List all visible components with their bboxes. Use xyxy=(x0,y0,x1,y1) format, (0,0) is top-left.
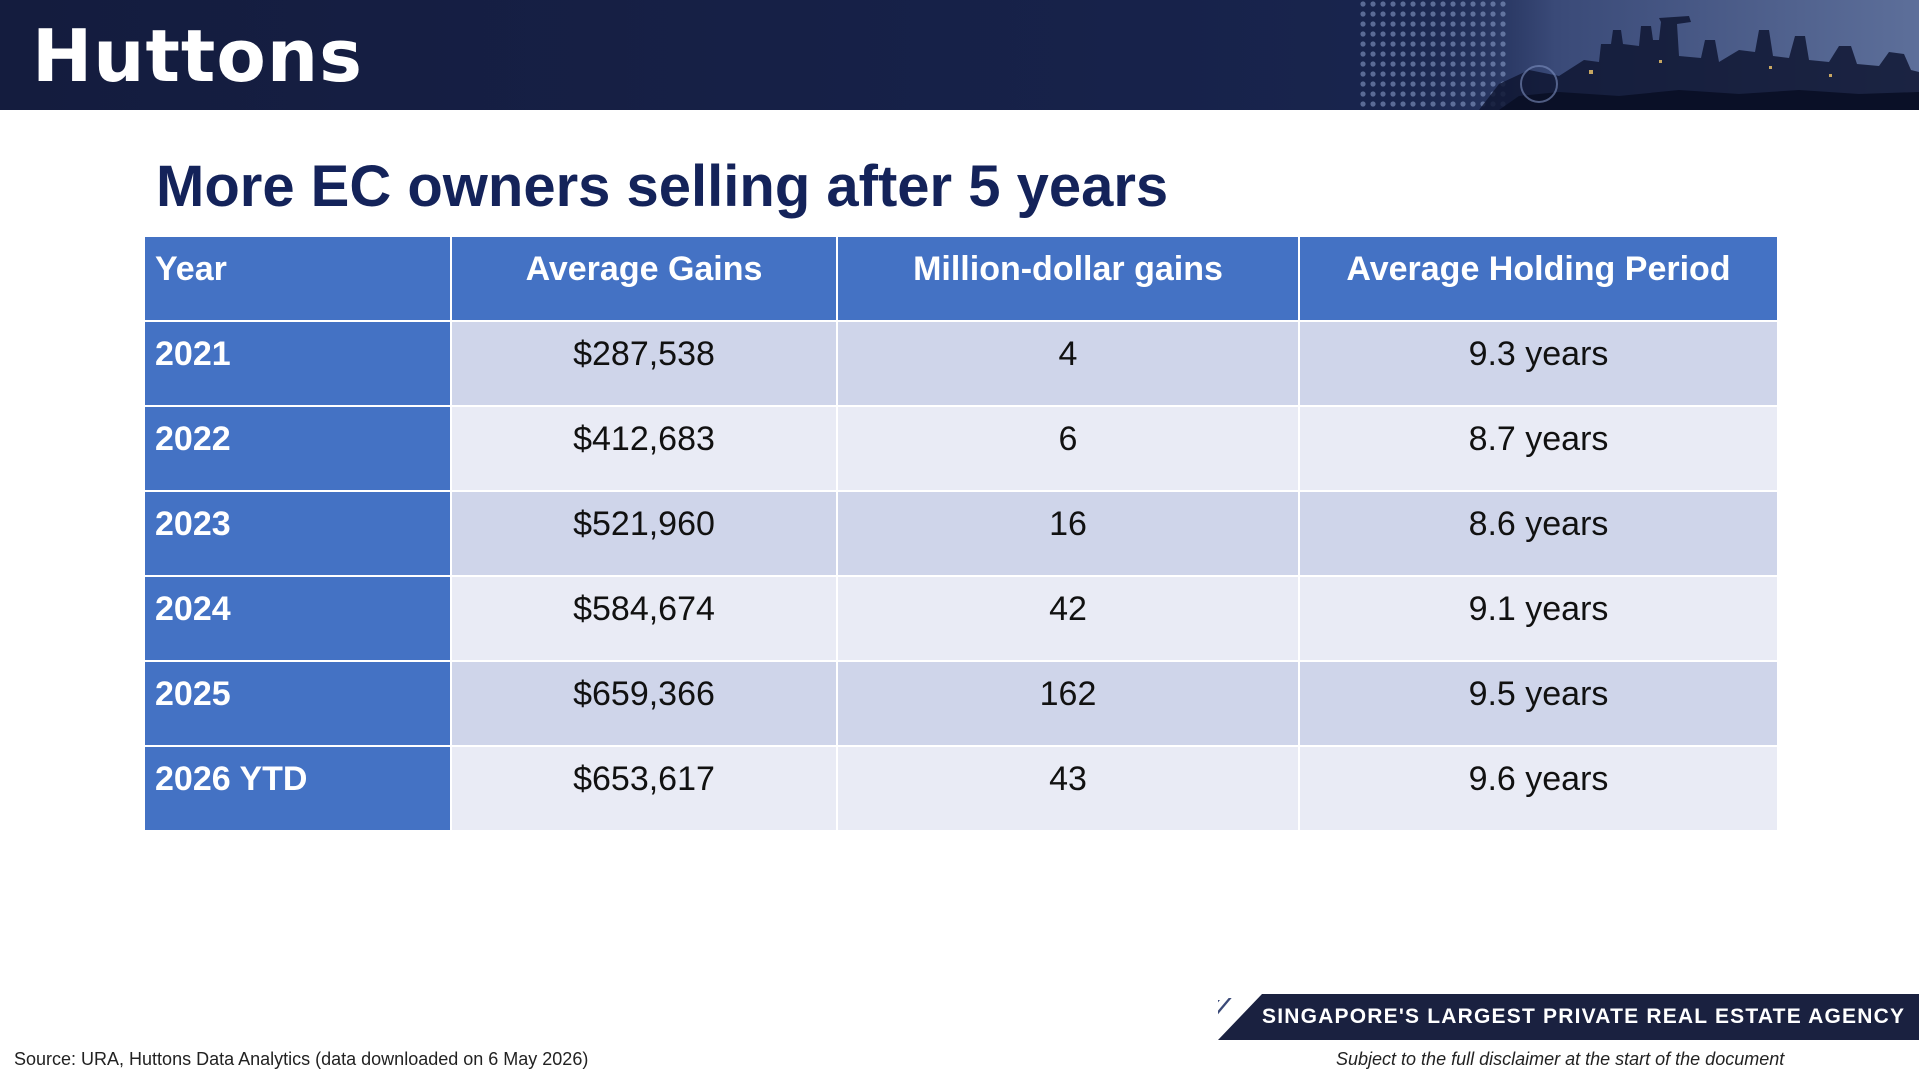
city-skyline-image xyxy=(1359,0,1919,110)
table-row: 2021 $287,538 4 9.3 years xyxy=(143,320,1779,407)
huttons-logo: Huttons xyxy=(32,14,363,98)
year-cell: 2023 xyxy=(143,490,452,577)
table-row: 2023 $521,960 16 8.6 years xyxy=(143,490,1779,577)
year-cell: 2021 xyxy=(143,320,452,407)
holding-period-cell: 8.7 years xyxy=(1298,405,1779,492)
average-gains-cell: $521,960 xyxy=(450,490,838,577)
holding-period-cell: 8.6 years xyxy=(1298,490,1779,577)
table-row: 2025 $659,366 162 9.5 years xyxy=(143,660,1779,747)
holding-period-cell: 9.6 years xyxy=(1298,745,1779,832)
holding-period-cell: 9.5 years xyxy=(1298,660,1779,747)
column-header-average-holding-period: Average Holding Period xyxy=(1298,235,1779,322)
source-note: Source: URA, Huttons Data Analytics (dat… xyxy=(14,1049,589,1069)
year-cell: 2026 YTD xyxy=(143,745,452,832)
table-row: 2022 $412,683 6 8.7 years xyxy=(143,405,1779,492)
tagline-text: SINGAPORE'S LARGEST PRIVATE REAL ESTATE … xyxy=(1262,1005,1906,1028)
average-gains-cell: $653,617 xyxy=(450,745,838,832)
year-cell: 2022 xyxy=(143,405,452,492)
average-gains-cell: $584,674 xyxy=(450,575,838,662)
column-header-average-gains: Average Gains xyxy=(450,235,838,322)
slide-title: More EC owners selling after 5 years xyxy=(156,154,1169,219)
header-banner: Huttons xyxy=(0,0,1919,110)
holding-period-cell: 9.1 years xyxy=(1298,575,1779,662)
table-row: 2024 $584,674 42 9.1 years xyxy=(143,575,1779,662)
million-dollar-gains-cell: 4 xyxy=(836,320,1300,407)
average-gains-cell: $659,366 xyxy=(450,660,838,747)
year-cell: 2024 xyxy=(143,575,452,662)
column-header-million-dollar-gains: Million-dollar gains xyxy=(836,235,1300,322)
year-cell: 2025 xyxy=(143,660,452,747)
ec-sales-table: Year Average Gains Million-dollar gains … xyxy=(143,235,1779,832)
average-gains-cell: $412,683 xyxy=(450,405,838,492)
table-header-row: Year Average Gains Million-dollar gains … xyxy=(143,235,1779,322)
million-dollar-gains-cell: 43 xyxy=(836,745,1300,832)
million-dollar-gains-cell: 162 xyxy=(836,660,1300,747)
million-dollar-gains-cell: 16 xyxy=(836,490,1300,577)
holding-period-cell: 9.3 years xyxy=(1298,320,1779,407)
average-gains-cell: $287,538 xyxy=(450,320,838,407)
column-header-year: Year xyxy=(143,235,452,322)
disclaimer-note: Subject to the full disclaimer at the st… xyxy=(1336,1049,1785,1069)
tagline-banner xyxy=(1218,994,1919,1040)
million-dollar-gains-cell: 42 xyxy=(836,575,1300,662)
table-row: 2026 YTD $653,617 43 9.6 years xyxy=(143,745,1779,832)
million-dollar-gains-cell: 6 xyxy=(836,405,1300,492)
